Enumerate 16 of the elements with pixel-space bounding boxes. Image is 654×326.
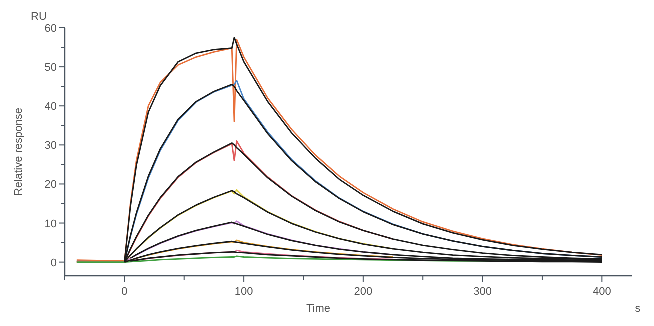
y-tick-label: 60 [44,23,57,35]
y-tick-label: 50 [44,62,57,74]
text: RU [31,11,47,23]
x-tick-label: 0 [122,286,128,298]
y-tick-label: 30 [44,140,57,152]
x-axis-title: Time [306,303,331,315]
y-tick-label: 10 [44,218,57,230]
text: s [635,303,642,315]
x-tick-label: 300 [474,286,492,298]
x-tick-label: 400 [592,286,612,298]
y-tick-label: 0 [50,257,57,270]
x-tick-label: 200 [354,286,373,298]
y-axis-title: Relative response [13,108,25,196]
x-tick-label: 100 [234,286,254,298]
y-tick-label: 40 [44,101,57,114]
y-tick-label: 20 [44,179,57,192]
